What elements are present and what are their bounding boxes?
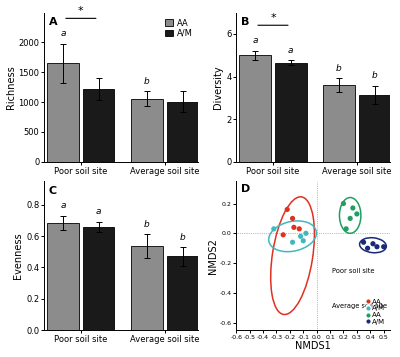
Y-axis label: Diversity: Diversity: [213, 65, 223, 109]
Point: [289, 216, 296, 221]
Text: Average soil site: Average soil site: [332, 303, 387, 309]
Text: a: a: [288, 46, 294, 55]
Point: [297, 233, 304, 239]
Point: [296, 226, 302, 232]
Bar: [275, 63, 306, 162]
Text: b: b: [180, 232, 186, 242]
Bar: [167, 256, 198, 330]
Text: *: *: [78, 6, 84, 16]
Point: [350, 205, 356, 211]
Bar: [131, 246, 163, 330]
Text: B: B: [241, 17, 249, 27]
Point: [347, 216, 353, 221]
Point: [343, 226, 349, 232]
Point: [284, 207, 290, 212]
Text: a: a: [60, 201, 66, 210]
X-axis label: NMDS1: NMDS1: [296, 341, 331, 351]
Point: [340, 201, 347, 206]
Point: [374, 244, 380, 250]
Bar: [240, 55, 271, 162]
Text: C: C: [49, 186, 57, 196]
Legend: AA, A/M, AA, A/M: AA, A/M, AA, A/M: [363, 296, 387, 327]
Y-axis label: NMDS2: NMDS2: [208, 238, 218, 273]
Point: [360, 240, 367, 245]
Bar: [167, 101, 198, 162]
Point: [303, 231, 309, 236]
Y-axis label: Richness: Richness: [6, 65, 16, 109]
Text: *: *: [270, 13, 276, 23]
Point: [300, 238, 306, 243]
Point: [291, 225, 297, 230]
Text: b: b: [336, 64, 342, 73]
Bar: [83, 89, 114, 162]
Bar: [47, 223, 79, 330]
Bar: [323, 85, 355, 162]
Text: D: D: [241, 184, 250, 194]
Text: a: a: [60, 30, 66, 39]
Bar: [131, 99, 163, 162]
Text: b: b: [144, 77, 150, 86]
Bar: [83, 227, 114, 330]
Point: [380, 244, 387, 250]
Point: [370, 241, 376, 247]
Y-axis label: Evenness: Evenness: [13, 232, 23, 279]
Point: [364, 245, 371, 251]
Text: a: a: [96, 207, 102, 216]
Bar: [47, 63, 79, 162]
Text: b: b: [144, 220, 150, 229]
Point: [271, 226, 277, 232]
Bar: [359, 95, 390, 162]
Legend: AA, A/M: AA, A/M: [163, 17, 194, 39]
Point: [289, 240, 296, 245]
Point: [280, 232, 286, 238]
Text: A: A: [49, 17, 58, 27]
Text: a: a: [252, 36, 258, 45]
Text: Poor soil site: Poor soil site: [332, 267, 374, 273]
Text: b: b: [372, 71, 378, 80]
Point: [354, 211, 360, 217]
